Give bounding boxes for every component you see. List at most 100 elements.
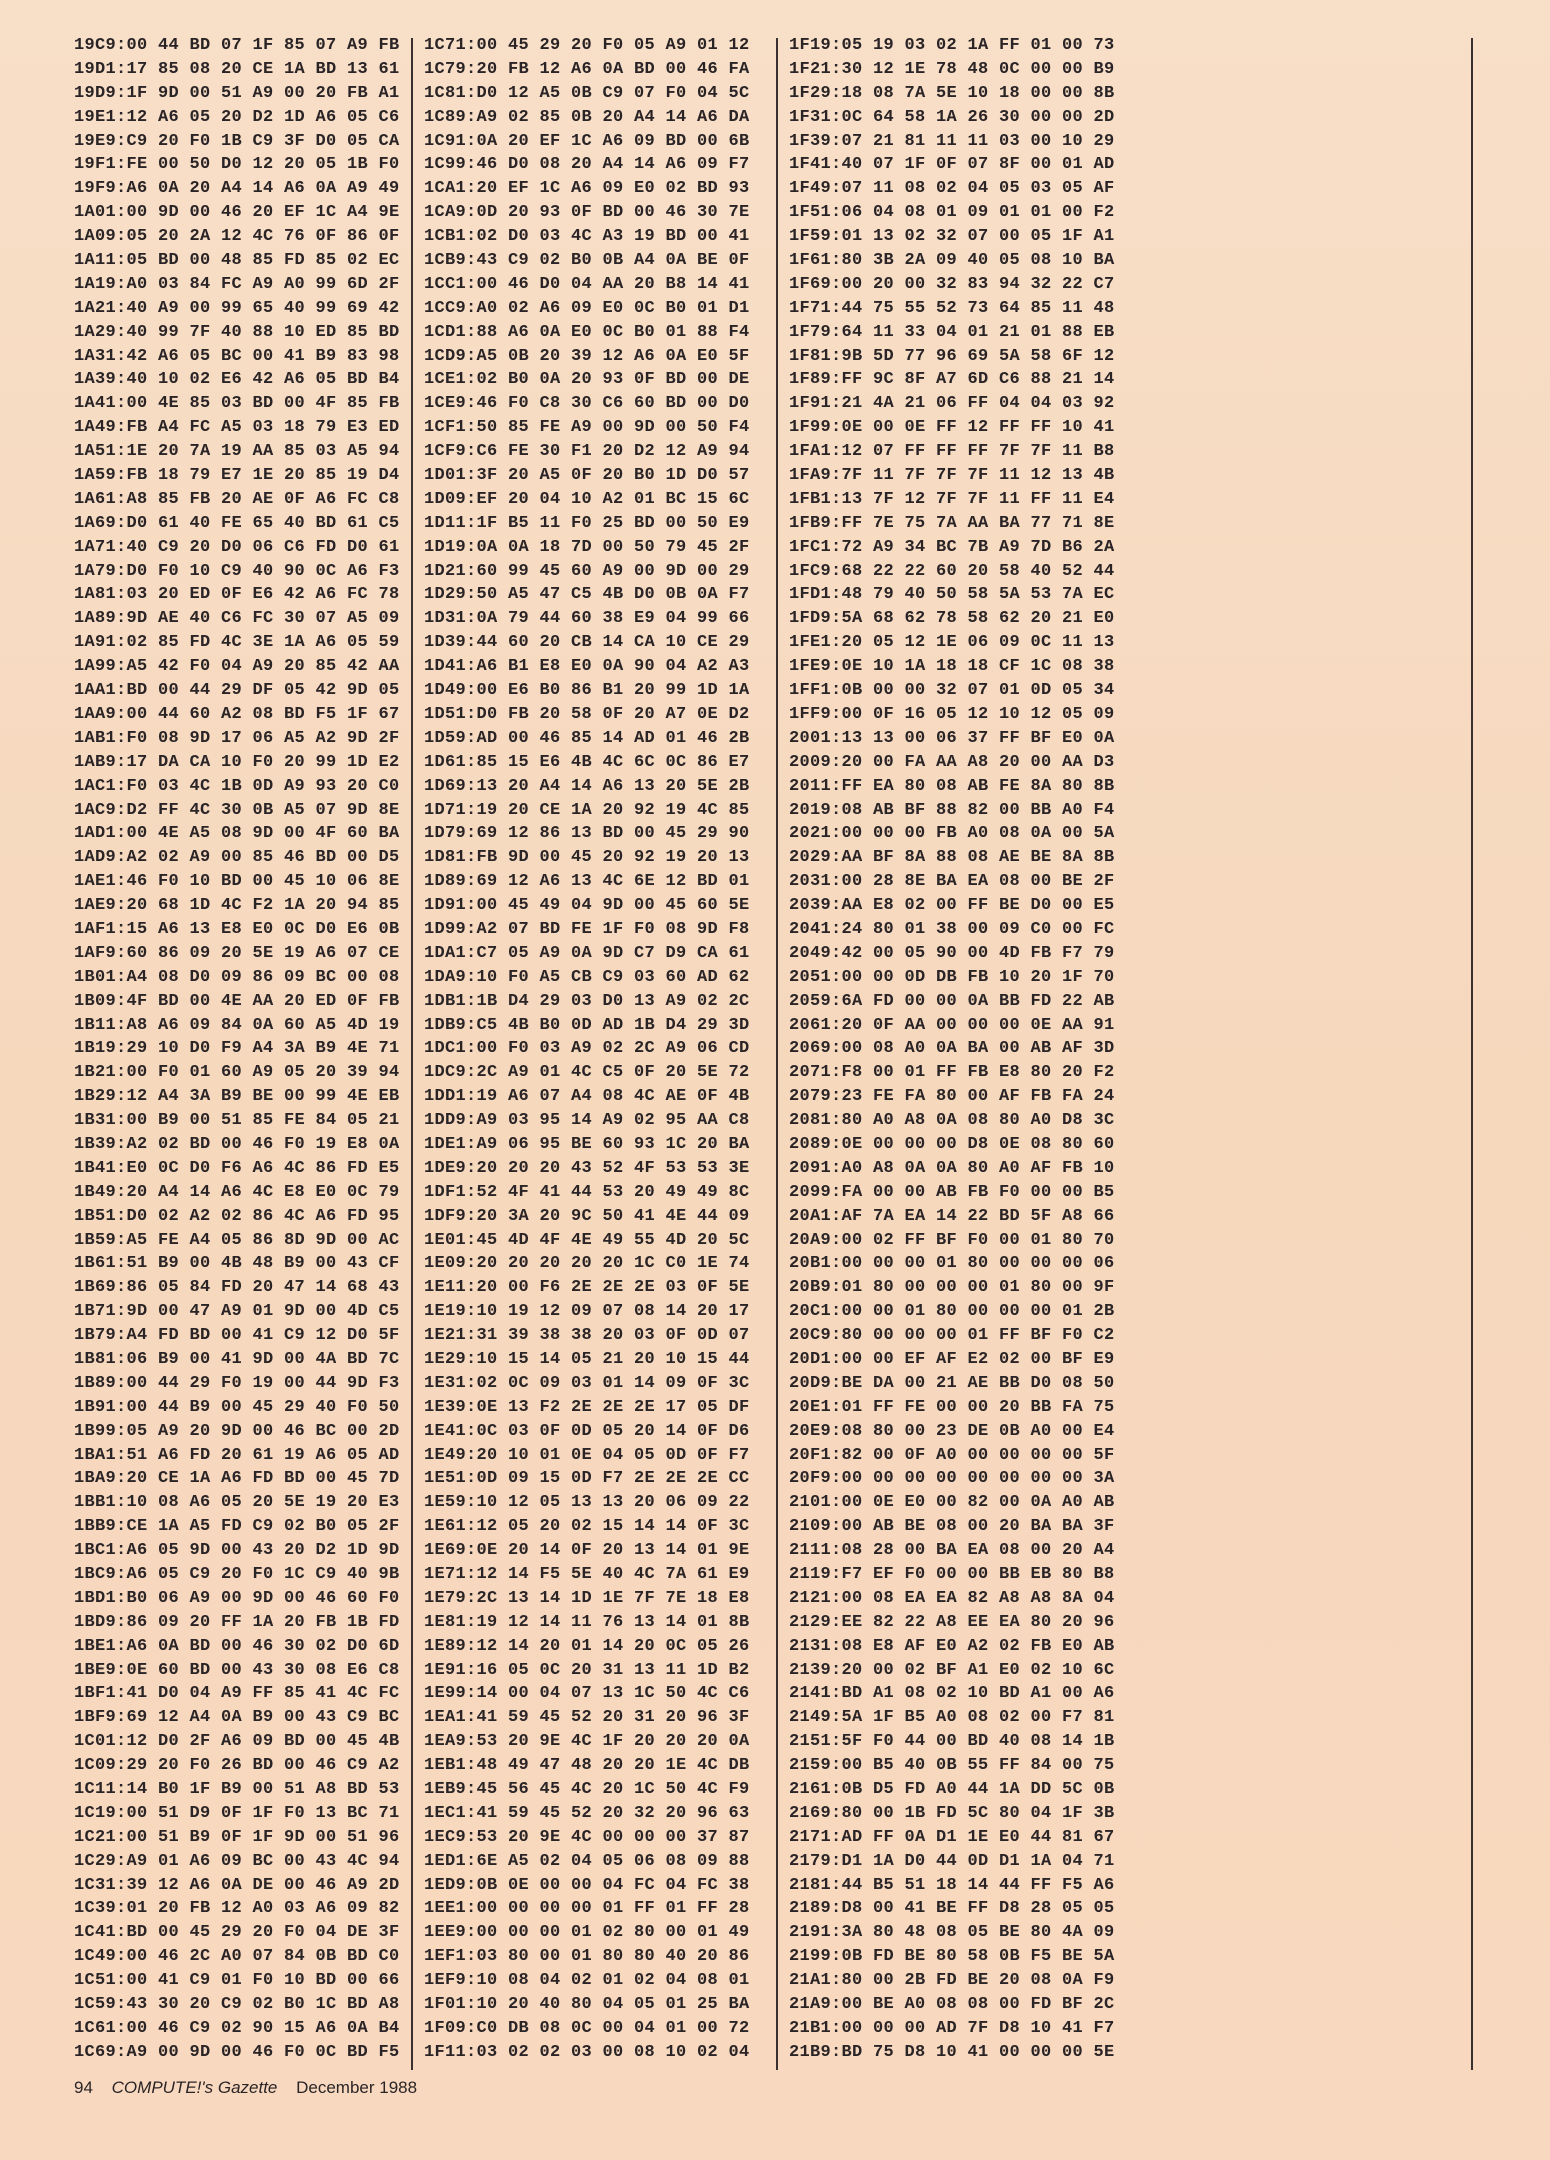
listing-line: 19C9:00 44 BD 07 1F 85 07 A9 FB: [74, 36, 400, 55]
listing-line: 1B11:A8 A6 09 84 0A 60 A5 4D 19: [74, 1015, 400, 1035]
listing-line: 1A71:40 C9 20 D0 06 C6 FD D0 61: [74, 537, 400, 557]
listing-line: 1D71:19 20 CE 1A 20 92 19 4C 85: [424, 800, 750, 820]
listing-line: 1D99:A2 07 BD FE 1F F0 08 9D F8: [424, 919, 750, 939]
listing-line: 1AB1:F0 08 9D 17 06 A5 A2 9D 2F: [74, 728, 400, 748]
listing-line: 1C39:01 20 FB 12 A0 03 A6 09 82: [74, 1899, 400, 1919]
listing-line: 1AA9:00 44 60 A2 08 BD F5 1F 67: [74, 704, 400, 724]
listing-line: 1A31:42 A6 05 BC 00 41 B9 83 98: [74, 346, 400, 366]
listing-line: 1CA9:0D 20 93 0F BD 00 46 30 7E: [424, 203, 750, 223]
listing-line: 1A51:1E 20 7A 19 AA 85 03 A5 94: [74, 442, 400, 462]
listing-line: 1B19:29 10 D0 F9 A4 3A B9 4E 71: [74, 1039, 400, 1059]
listing-line: 2121:00 08 EA EA 82 A8 A8 8A 04: [789, 1588, 1115, 1608]
listing-line: 2091:A0 A8 0A 0A 80 A0 AF FB 10: [789, 1158, 1115, 1178]
listing-line: 1B29:12 A4 3A B9 BE 00 99 4E EB: [74, 1087, 400, 1107]
listing-line: 1D91:00 45 49 04 9D 00 45 60 5E: [424, 896, 750, 916]
listing-line: 1AA1:BD 00 44 29 DF 05 42 9D 05: [74, 681, 400, 701]
listing-line: 1F31:0C 64 58 1A 26 30 00 00 2D: [789, 107, 1115, 127]
listing-line: 1F39:07 21 81 11 11 03 00 10 29: [789, 131, 1115, 151]
listing-line: 1D79:69 12 86 13 BD 00 45 29 90: [424, 824, 750, 844]
listing-line: 1FE9:0E 10 1A 18 18 CF 1C 08 38: [789, 657, 1115, 677]
listing-line: 1C59:43 30 20 C9 02 B0 1C BD A8: [74, 1995, 400, 2015]
listing-column-3: 1F19:05 19 03 02 1A FF 01 00 73 1F21:30 1…: [789, 34, 1139, 2065]
listing-line: 1A01:00 9D 00 46 20 EF 1C A4 9E: [74, 203, 400, 223]
listing-line: 1F89:FF 9C 8F A7 6D C6 88 21 14: [789, 370, 1115, 390]
listing-line: 1F01:10 20 40 80 04 05 01 25 BA: [424, 1995, 750, 2015]
listing-line: 19E9:C9 20 F0 1B C9 3F D0 05 CA: [74, 131, 400, 151]
listing-line: 1AC1:F0 03 4C 1B 0D A9 93 20 C0: [74, 776, 400, 796]
listing-line: 1EF9:10 08 04 02 01 02 04 08 01: [424, 1971, 750, 1991]
listing-line: 1A91:02 85 FD 4C 3E 1A A6 05 59: [74, 633, 400, 653]
listing-line: 1D01:3F 20 A5 0F 20 B0 1D D0 57: [424, 466, 750, 486]
listing-line: 1B09:4F BD 00 4E AA 20 ED 0F FB: [74, 991, 400, 1011]
listing-line: 2021:00 00 00 FB A0 08 0A 00 5A: [789, 824, 1115, 844]
listing-line: 1CF1:50 85 FE A9 00 9D 00 50 F4: [424, 418, 750, 438]
listing-line: 1E41:0C 03 0F 0D 05 20 14 0F D6: [424, 1421, 750, 1441]
column-divider: [411, 38, 413, 2070]
listing-line: 1B99:05 A9 20 9D 00 46 BC 00 2D: [74, 1421, 400, 1441]
listing-line: 1BF9:69 12 A4 0A B9 00 43 C9 BC: [74, 1708, 400, 1728]
listing-line: 1F59:01 13 02 32 07 00 05 1F A1: [789, 227, 1115, 247]
listing-line: 1F51:06 04 08 01 09 01 01 00 F2: [789, 203, 1115, 223]
listing-line: 1C11:14 B0 1F B9 00 51 A8 BD 53: [74, 1780, 400, 1800]
listing-line: 1EB1:48 49 47 48 20 20 1E 4C DB: [424, 1756, 750, 1776]
listing-line: 1CF9:C6 FE 30 F1 20 D2 12 A9 94: [424, 442, 750, 462]
listing-line: 1C31:39 12 A6 0A DE 00 46 A9 2D: [74, 1875, 400, 1895]
listing-line: 1DB9:C5 4B B0 0D AD 1B D4 29 3D: [424, 1015, 750, 1035]
listing-line: 1EE9:00 00 00 01 02 80 00 01 49: [424, 1923, 750, 1943]
listing-line: 1E69:0E 20 14 0F 20 13 14 01 9E: [424, 1541, 750, 1561]
listing-line: 2119:F7 EF F0 00 00 BB EB 80 B8: [789, 1565, 1115, 1584]
column-divider: [1471, 38, 1473, 2070]
listing-line: 1A11:05 BD 00 48 85 FD 85 02 EC: [74, 251, 400, 271]
listing-line: 1BD1:B0 06 A9 00 9D 00 46 60 F0: [74, 1588, 400, 1608]
listing-line: 1C61:00 46 C9 02 90 15 A6 0A B4: [74, 2018, 400, 2038]
listing-line: 1B01:A4 08 D0 09 86 09 BC 00 08: [74, 967, 400, 987]
listing-line: 1DF9:20 3A 20 9C 50 41 4E 44 09: [424, 1206, 750, 1226]
listing-line: 1EE1:00 00 00 00 01 FF 01 FF 28: [424, 1899, 750, 1919]
listing-line: 2081:80 A0 A8 0A 08 80 A0 D8 3C: [789, 1111, 1115, 1131]
listing-line: 1EA9:53 20 9E 4C 1F 20 20 20 0A: [424, 1732, 750, 1752]
listing-line: 1A41:00 4E 85 03 BD 00 4F 85 FB: [74, 394, 400, 414]
listing-line: 1B49:20 A4 14 A6 4C E8 E0 0C 79: [74, 1182, 400, 1202]
listing-line: 2141:BD A1 08 02 10 BD A1 00 A6: [789, 1684, 1115, 1704]
listing-line: 1BC9:A6 05 C9 20 F0 1C C9 40 9B: [74, 1565, 400, 1584]
listing-line: 1AC9:D2 FF 4C 30 0B A5 07 9D 8E: [74, 800, 400, 820]
listing-line: 2069:00 08 A0 0A BA 00 AB AF 3D: [789, 1039, 1115, 1059]
listing-line: 20D9:BE DA 00 21 AE BB D0 08 50: [789, 1373, 1115, 1393]
listing-line: 1C01:12 D0 2F A6 09 BD 00 45 4B: [74, 1732, 400, 1752]
listing-line: 1C99:46 D0 08 20 A4 14 A6 09 F7: [424, 155, 750, 175]
listing-line: 1BF1:41 D0 04 A9 FF 85 41 4C FC: [74, 1684, 400, 1704]
listing-line: 1CE9:46 F0 C8 30 C6 60 BD 00 D0: [424, 394, 750, 414]
listing-line: 1C09:29 20 F0 26 BD 00 46 C9 A2: [74, 1756, 400, 1776]
listing-line: 1DC1:00 F0 03 A9 02 2C A9 06 CD: [424, 1039, 750, 1059]
listing-line: 1D29:50 A5 47 C5 4B D0 0B 0A F7: [424, 585, 750, 605]
listing-line: 1C89:A9 02 85 0B 20 A4 14 A6 DA: [424, 107, 750, 127]
listing-line: 1FD1:48 79 40 50 58 5A 53 7A EC: [789, 585, 1115, 605]
listing-line: 1AF1:15 A6 13 E8 E0 0C D0 E6 0B: [74, 919, 400, 939]
listing-line: 1EF1:03 80 00 01 80 80 40 20 86: [424, 1947, 750, 1967]
listing-line: 1A19:A0 03 84 FC A9 A0 99 6D 2F: [74, 274, 400, 294]
listing-line: 1D11:1F B5 11 F0 25 BD 00 50 E9: [424, 513, 750, 533]
listing-line: 1C79:20 FB 12 A6 0A BD 00 46 FA: [424, 59, 750, 79]
listing-line: 1BB9:CE 1A A5 FD C9 02 B0 05 2F: [74, 1517, 400, 1537]
listing-line: 1DA1:C7 05 A9 0A 9D C7 D9 CA 61: [424, 943, 750, 963]
listing-line: 2131:08 E8 AF E0 A2 02 FB E0 AB: [789, 1636, 1115, 1656]
listing-line: 1FE1:20 05 12 1E 06 09 0C 11 13: [789, 633, 1115, 653]
listing-line: 1FB1:13 7F 12 7F 7F 11 FF 11 E4: [789, 489, 1115, 509]
listing-line: 1A69:D0 61 40 FE 65 40 BD 61 C5: [74, 513, 400, 533]
listing-line: 1A59:FB 18 79 E7 1E 20 85 19 D4: [74, 466, 400, 486]
listing-line: 1AE9:20 68 1D 4C F2 1A 20 94 85: [74, 896, 400, 916]
listing-line: 1DF1:52 4F 41 44 53 20 49 49 8C: [424, 1182, 750, 1202]
listing-line: 1F19:05 19 03 02 1A FF 01 00 73: [789, 36, 1115, 55]
listing-line: 2099:FA 00 00 AB FB F0 00 00 B5: [789, 1182, 1115, 1202]
listing-line: 1E49:20 10 01 0E 04 05 0D 0F F7: [424, 1445, 750, 1465]
listing-line: 1BA9:20 CE 1A A6 FD BD 00 45 7D: [74, 1469, 400, 1489]
listing-line: 20B1:00 00 00 01 80 00 00 00 06: [789, 1254, 1115, 1274]
listing-line: 2011:FF EA 80 08 AB FE 8A 80 8B: [789, 776, 1115, 796]
listing-line: 2109:00 AB BE 08 00 20 BA BA 3F: [789, 1517, 1115, 1537]
listing-line: 1BE9:0E 60 BD 00 43 30 08 E6 C8: [74, 1660, 400, 1680]
listing-line: 2171:AD FF 0A D1 1E E0 44 81 67: [789, 1827, 1115, 1847]
listing-line: 20C1:00 00 01 80 00 00 00 01 2B: [789, 1302, 1115, 1322]
listing-line: 19F9:A6 0A 20 A4 14 A6 0A A9 49: [74, 179, 400, 199]
listing-line: 1A29:40 99 7F 40 88 10 ED 85 BD: [74, 322, 400, 342]
listing-line: 1FD9:5A 68 62 78 58 62 20 21 E0: [789, 609, 1115, 629]
